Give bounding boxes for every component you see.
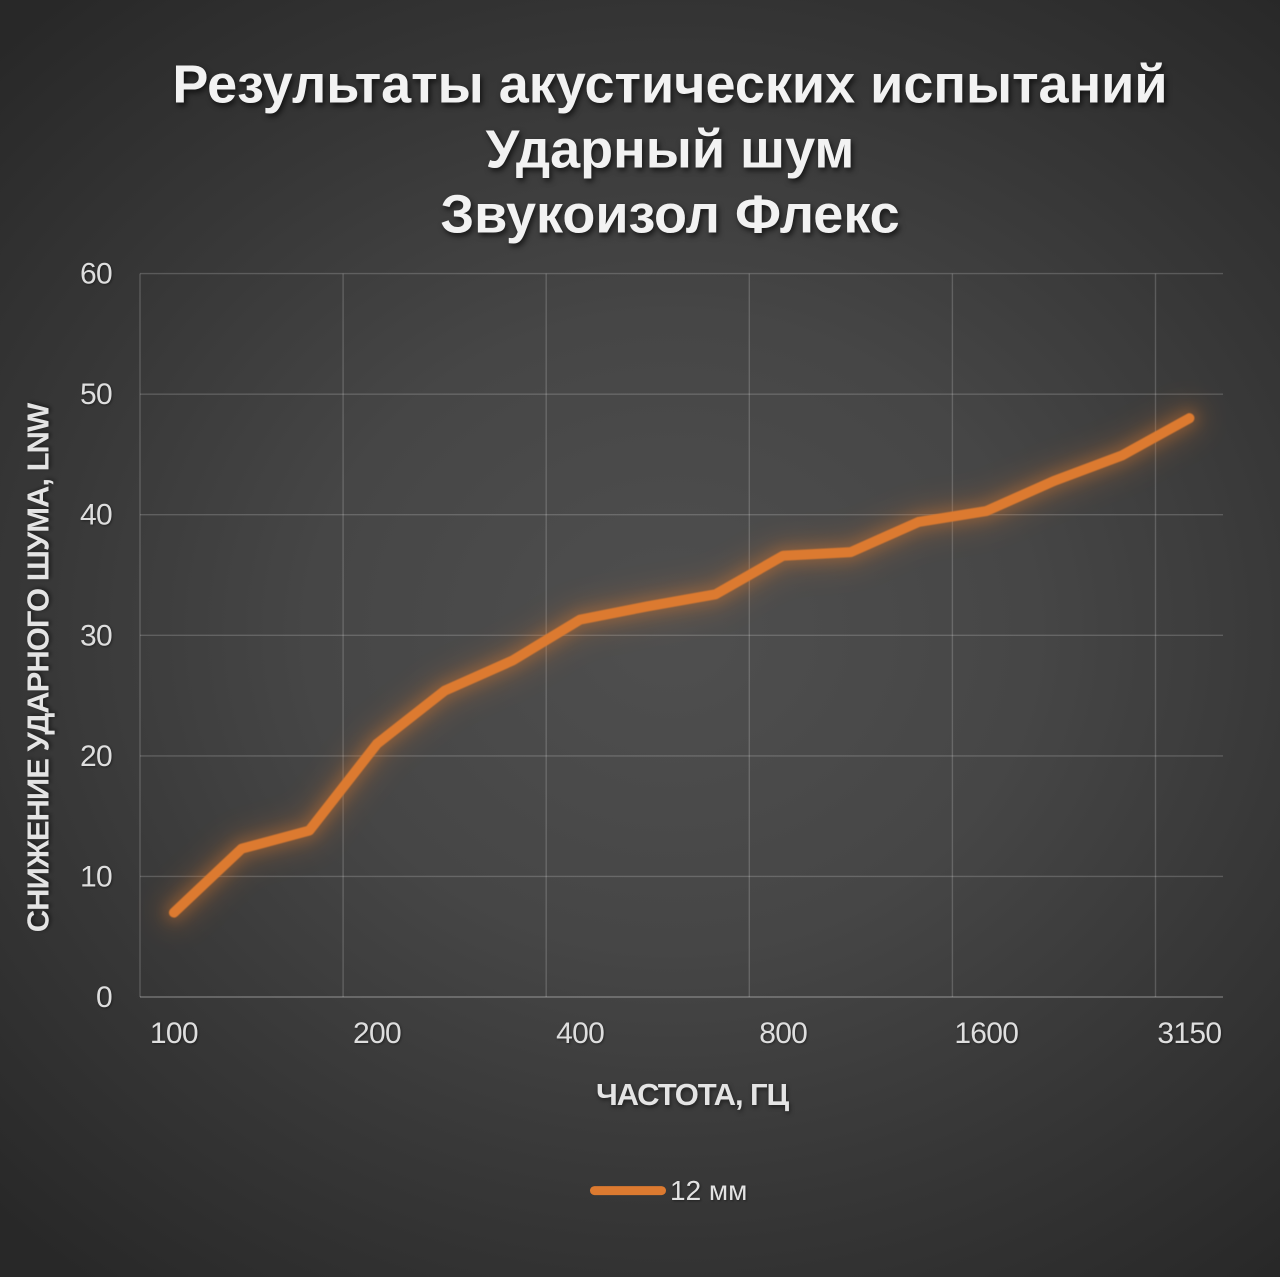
svg-text:20: 20 bbox=[80, 740, 112, 773]
svg-text:ЧАСТОТА, ГЦ: ЧАСТОТА, ГЦ bbox=[596, 1077, 789, 1112]
svg-text:10: 10 bbox=[80, 860, 112, 893]
svg-text:40: 40 bbox=[80, 499, 112, 532]
svg-text:Звукоизол Флекс: Звукоизол Флекс bbox=[440, 185, 899, 245]
svg-text:Ударный шум: Ударный шум bbox=[486, 120, 855, 180]
svg-text:800: 800 bbox=[759, 1017, 807, 1050]
svg-text:СНИЖЕНИЕ УДАРНОГО ШУМА, LNW: СНИЖЕНИЕ УДАРНОГО ШУМА, LNW bbox=[21, 402, 56, 932]
svg-text:Результаты акустических испыта: Результаты акустических испытаний bbox=[172, 55, 1167, 115]
svg-text:1600: 1600 bbox=[954, 1017, 1018, 1050]
svg-text:12 мм: 12 мм bbox=[670, 1175, 747, 1206]
svg-text:50: 50 bbox=[80, 378, 112, 411]
svg-text:0: 0 bbox=[96, 981, 112, 1014]
svg-text:60: 60 bbox=[80, 258, 112, 291]
svg-text:100: 100 bbox=[150, 1017, 198, 1050]
svg-text:3150: 3150 bbox=[1157, 1017, 1221, 1050]
svg-text:30: 30 bbox=[80, 619, 112, 652]
svg-text:400: 400 bbox=[556, 1017, 604, 1050]
svg-text:200: 200 bbox=[353, 1017, 401, 1050]
